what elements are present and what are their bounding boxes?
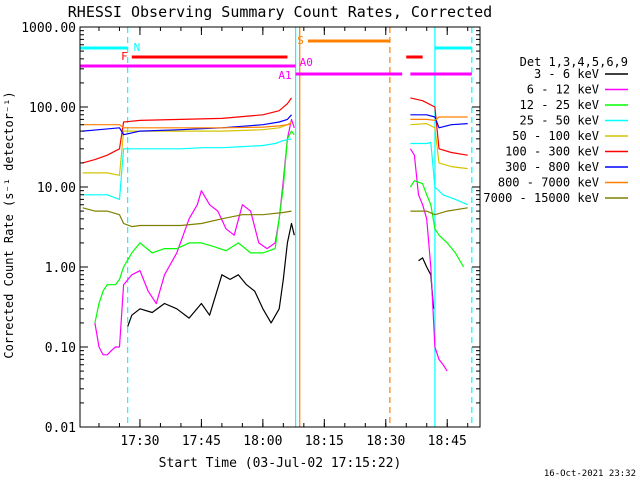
series-line-4-seg-0 xyxy=(82,121,292,176)
legend-label: 3 - 6 keV xyxy=(534,67,599,81)
series-line-1-seg-0 xyxy=(94,118,295,356)
plot-frame xyxy=(79,26,481,428)
series-100-300keV-kev xyxy=(82,97,468,164)
state-label-a1: A1 xyxy=(278,69,291,82)
series-6-12keV-kev xyxy=(94,118,448,372)
y-tick-labels: 1000.00 100.00 10.00 1.00 0.10 0.01 xyxy=(21,21,76,436)
state-bars: NF S A0 A1 xyxy=(80,34,472,82)
x-tick-labels: 17:30 17:45 18:00 18:15 18:30 18:45 xyxy=(120,434,466,449)
axis-ticks xyxy=(80,26,480,428)
state-label-f: F xyxy=(121,50,128,63)
state-label-s: S xyxy=(297,34,304,47)
series-line-7-seg-0 xyxy=(82,123,292,129)
series-300-800keV-kev xyxy=(82,114,468,136)
y-tick-label: 0.10 xyxy=(45,341,76,356)
series-line-6-seg-1 xyxy=(410,114,468,129)
series-line-6-seg-0 xyxy=(82,114,292,136)
legend-label: 7000 - 15000 keV xyxy=(483,191,599,205)
legend-label: 6 - 12 keV xyxy=(527,83,599,97)
series-line-4-seg-1 xyxy=(410,122,468,170)
state-label-a0: A0 xyxy=(300,56,313,69)
series-800-7000keV-kev xyxy=(82,116,468,129)
legend-label: 25 - 50 keV xyxy=(520,114,599,128)
series-line-0-seg-0 xyxy=(127,222,295,327)
y-tick-label: 0.01 xyxy=(45,421,76,436)
y-tick-label: 1.00 xyxy=(45,261,76,276)
chart-title: RHESSI Observing Summary Count Rates, Co… xyxy=(68,3,492,21)
series-line-8-seg-1 xyxy=(410,207,468,216)
series-line-8-seg-0 xyxy=(82,207,292,228)
legend-label: 100 - 300 keV xyxy=(505,145,599,159)
series-12-25keV-kev xyxy=(94,130,465,324)
x-tick-label: 17:45 xyxy=(182,434,221,449)
vertical-event-lines xyxy=(127,27,473,427)
series-line-3-seg-0 xyxy=(82,138,292,200)
series-line-5-seg-1 xyxy=(410,97,468,156)
series-line-2-seg-1 xyxy=(409,180,465,268)
legend-label: 12 - 25 keV xyxy=(520,98,599,112)
x-tick-label: 18:45 xyxy=(428,434,467,449)
series-line-3-seg-1 xyxy=(410,141,468,206)
x-tick-label: 18:30 xyxy=(366,434,405,449)
state-label-n: N xyxy=(134,41,141,54)
y-tick-label: 100.00 xyxy=(29,101,76,116)
series-3-6keV-kev xyxy=(127,222,435,327)
series-line-7-seg-1 xyxy=(410,116,468,122)
series-line-2-seg-0 xyxy=(94,130,295,324)
legend-header: Det 1,3,4,5,6,9 xyxy=(520,55,628,69)
series-25-50keV-kev xyxy=(82,138,468,206)
y-tick-label: 1000.00 xyxy=(21,21,76,36)
series-line-5-seg-0 xyxy=(82,97,292,164)
x-axis-label: Start Time (03-Jul-02 17:15:22) xyxy=(159,456,402,471)
footer-timestamp: 16-Oct-2021 23:32 xyxy=(544,469,636,479)
y-tick-label: 10.00 xyxy=(37,181,76,196)
x-tick-label: 18:00 xyxy=(243,434,282,449)
legend-label: 50 - 100 keV xyxy=(512,129,599,143)
series-line-1-seg-1 xyxy=(409,148,448,372)
legend-label: 300 - 800 keV xyxy=(505,160,599,174)
series-layer xyxy=(82,97,468,372)
legend-label: 800 - 7000 keV xyxy=(498,176,599,190)
series-7000-15000keV-kev xyxy=(82,207,468,228)
series-50-100keV-kev xyxy=(82,121,468,176)
x-tick-label: 17:30 xyxy=(120,434,159,449)
y-axis-label: Corrected Count Rate (s⁻¹ detector⁻¹) xyxy=(2,91,16,358)
x-tick-label: 18:15 xyxy=(305,434,344,449)
